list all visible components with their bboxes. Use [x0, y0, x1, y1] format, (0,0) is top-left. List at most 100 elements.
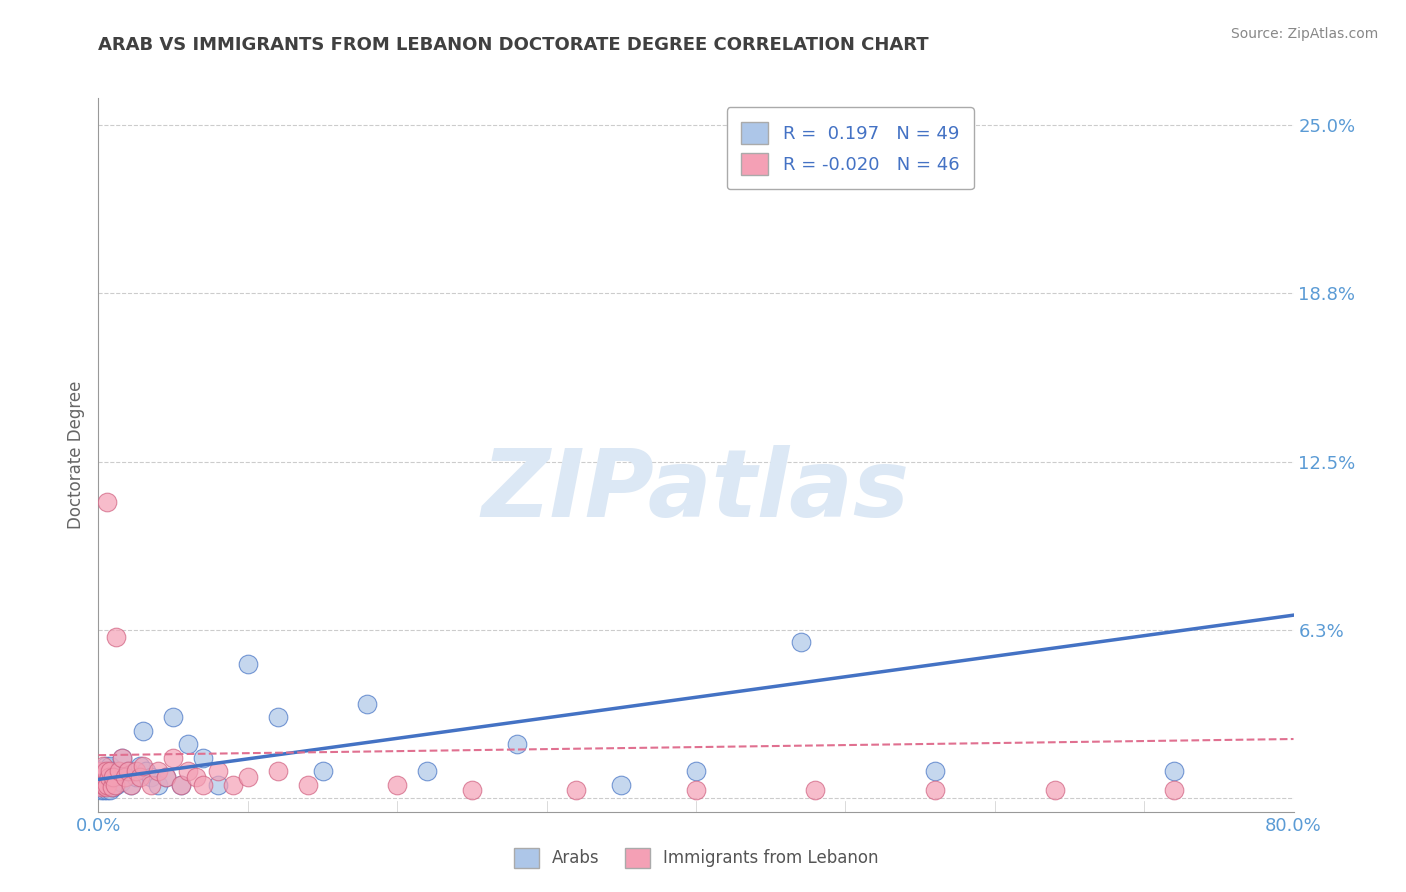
Point: [207, 778, 229, 792]
Point: [177, 764, 200, 779]
Point: [97, 764, 120, 779]
Point: [222, 778, 245, 792]
Point: [125, 764, 148, 779]
Point: [97, 770, 120, 784]
Point: [804, 783, 827, 797]
Point: [103, 770, 125, 784]
Point: [129, 770, 152, 784]
Point: [155, 770, 177, 784]
Point: [94, 780, 117, 795]
Point: [90, 783, 112, 797]
Point: [110, 775, 132, 789]
Point: [94, 759, 117, 773]
Point: [162, 751, 184, 765]
Point: [169, 778, 191, 792]
Point: [90, 770, 112, 784]
Point: [120, 778, 142, 792]
Point: [89, 764, 111, 779]
Point: [162, 710, 184, 724]
Point: [789, 635, 811, 649]
Point: [117, 764, 139, 779]
Point: [98, 764, 122, 779]
Point: [108, 764, 131, 779]
Text: Source: ZipAtlas.com: Source: ZipAtlas.com: [1230, 27, 1378, 41]
Point: [98, 783, 122, 797]
Point: [129, 759, 152, 773]
Point: [236, 770, 259, 784]
Point: [94, 764, 117, 779]
Point: [90, 780, 112, 795]
Point: [311, 764, 333, 779]
Point: [98, 759, 122, 773]
Point: [132, 759, 155, 773]
Point: [610, 778, 633, 792]
Point: [1163, 783, 1185, 797]
Point: [169, 778, 191, 792]
Point: [103, 780, 125, 795]
Point: [94, 780, 117, 795]
Point: [184, 770, 207, 784]
Point: [104, 778, 127, 792]
Point: [461, 783, 484, 797]
Y-axis label: Doctorate Degree: Doctorate Degree: [66, 381, 84, 529]
Point: [97, 778, 120, 792]
Point: [101, 772, 124, 787]
Point: [356, 697, 378, 711]
Point: [924, 783, 946, 797]
Point: [111, 751, 134, 765]
Point: [565, 783, 588, 797]
Text: ZIPatlas: ZIPatlas: [482, 444, 910, 537]
Point: [96, 495, 118, 509]
Point: [120, 778, 142, 792]
Point: [155, 770, 177, 784]
Point: [89, 778, 111, 792]
Point: [103, 764, 125, 779]
Point: [89, 778, 111, 792]
Point: [1043, 783, 1066, 797]
Text: ARAB VS IMMIGRANTS FROM LEBANON DOCTORATE DEGREE CORRELATION CHART: ARAB VS IMMIGRANTS FROM LEBANON DOCTORAT…: [98, 36, 929, 54]
Point: [207, 764, 229, 779]
Point: [93, 770, 115, 784]
Point: [297, 778, 319, 792]
Point: [96, 778, 118, 792]
Point: [135, 764, 157, 779]
Point: [93, 783, 115, 797]
Point: [90, 770, 112, 784]
Point: [139, 770, 162, 784]
Point: [236, 657, 259, 671]
Point: [1163, 764, 1185, 779]
Point: [125, 770, 148, 784]
Point: [132, 723, 155, 738]
Point: [385, 778, 409, 792]
Point: [191, 751, 214, 765]
Point: [91, 764, 114, 779]
Point: [101, 780, 124, 795]
Point: [114, 770, 136, 784]
Point: [96, 783, 118, 797]
Point: [107, 764, 129, 779]
Point: [506, 738, 529, 752]
Point: [416, 764, 439, 779]
Point: [685, 764, 707, 779]
Point: [117, 764, 139, 779]
Point: [685, 783, 707, 797]
Point: [111, 751, 134, 765]
Point: [91, 778, 114, 792]
Point: [191, 778, 214, 792]
Point: [177, 738, 200, 752]
Point: [267, 764, 290, 779]
Point: [105, 630, 128, 644]
Point: [96, 770, 118, 784]
Point: [105, 778, 128, 792]
Point: [91, 778, 114, 792]
Point: [267, 710, 290, 724]
Point: [93, 778, 115, 792]
Legend: Arabs, Immigrants from Lebanon: Arabs, Immigrants from Lebanon: [508, 841, 884, 875]
Point: [148, 764, 170, 779]
Point: [91, 759, 114, 773]
Point: [104, 770, 127, 784]
Point: [114, 770, 136, 784]
Point: [139, 778, 162, 792]
Point: [148, 778, 170, 792]
Point: [924, 764, 946, 779]
